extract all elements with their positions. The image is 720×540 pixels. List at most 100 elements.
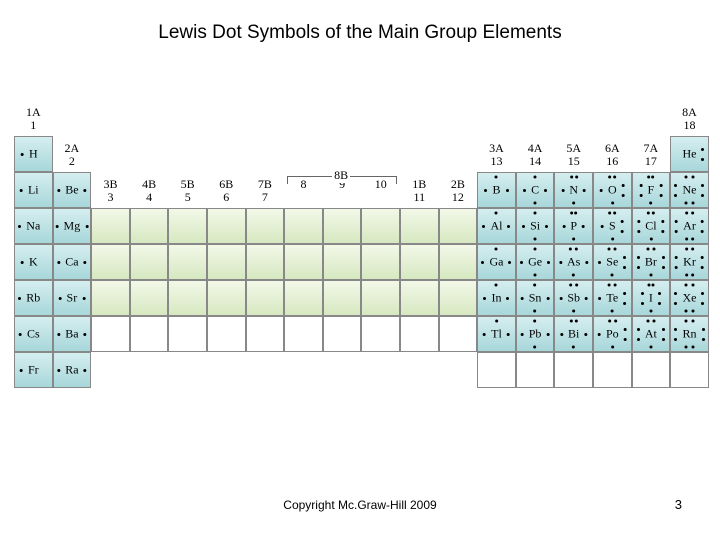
valence-dot xyxy=(659,194,662,197)
element-cell-ne: Ne xyxy=(670,172,709,208)
valence-dot xyxy=(20,369,23,372)
valence-dot xyxy=(662,220,665,223)
valence-dot xyxy=(508,261,511,264)
valence-dot xyxy=(691,248,694,251)
group-label-num: 16 xyxy=(593,155,632,168)
group-header-transition: 1B11 xyxy=(400,178,439,204)
valence-dot xyxy=(572,274,575,277)
group-header: 3A13 xyxy=(477,142,516,168)
valence-dot xyxy=(649,274,652,277)
valence-dot xyxy=(685,202,688,205)
valence-dot xyxy=(675,256,678,259)
valence-dot xyxy=(662,230,665,233)
valence-dot xyxy=(611,346,614,349)
valence-dot xyxy=(608,284,611,287)
element-cell-cl: Cl xyxy=(632,208,671,244)
transition-cell-empty xyxy=(400,208,439,244)
valence-dot xyxy=(507,225,510,228)
transition-cell-empty xyxy=(439,244,478,280)
element-symbol: Si xyxy=(530,219,540,233)
element-symbol: Se xyxy=(606,255,618,269)
page-number: 3 xyxy=(675,497,682,512)
valence-dot xyxy=(598,333,601,336)
valence-dot xyxy=(674,328,677,331)
valence-dot xyxy=(685,176,688,179)
element-symbol: Ga xyxy=(489,255,503,269)
element-cell-f: F xyxy=(632,172,671,208)
group-label-num: 1 xyxy=(14,119,53,132)
valence-dot xyxy=(505,189,508,192)
element-symbol: Tl xyxy=(491,327,502,341)
valence-dot xyxy=(691,346,694,349)
valence-dot xyxy=(662,266,665,269)
valence-dot xyxy=(575,284,578,287)
transition-cell-empty xyxy=(168,316,207,352)
valence-dot xyxy=(574,212,577,215)
valence-dot xyxy=(659,184,662,187)
valence-dot xyxy=(84,333,87,336)
valence-dot xyxy=(622,184,625,187)
valence-dot xyxy=(624,328,627,331)
group-header-transition: 5B5 xyxy=(168,178,207,204)
valence-dot xyxy=(701,158,704,161)
valence-dot xyxy=(18,225,21,228)
valence-dot xyxy=(569,248,572,251)
valence-dot xyxy=(649,202,652,205)
element-symbol: Ne xyxy=(682,183,696,197)
element-symbol: Ar xyxy=(683,219,696,233)
empty-cell xyxy=(593,352,632,388)
valence-dot xyxy=(495,248,498,251)
element-cell-cs: Cs xyxy=(14,316,53,352)
valence-dot xyxy=(572,238,575,241)
element-symbol: Bi xyxy=(568,327,579,341)
valence-dot xyxy=(611,310,614,313)
transition-cell-empty xyxy=(284,244,323,280)
valence-dot xyxy=(534,212,537,215)
valence-dot xyxy=(584,333,587,336)
element-symbol: Na xyxy=(26,219,40,233)
valence-dot xyxy=(621,230,624,233)
element-symbol: Rb xyxy=(26,291,40,305)
element-symbol: Ba xyxy=(65,327,78,341)
element-cell-h: H xyxy=(14,136,53,172)
empty-cell xyxy=(554,352,593,388)
element-symbol: S xyxy=(609,219,616,233)
element-cell-c: C xyxy=(516,172,555,208)
valence-dot xyxy=(582,225,585,228)
element-symbol: F xyxy=(648,183,655,197)
valence-dot xyxy=(701,148,704,151)
element-symbol: H xyxy=(29,147,38,161)
valence-dot xyxy=(560,333,563,336)
copyright-text: Copyright Mc.Graw-Hill 2009 xyxy=(0,498,720,512)
group-header: 4A14 xyxy=(516,142,555,168)
valence-dot xyxy=(559,297,562,300)
element-symbol: N xyxy=(569,183,578,197)
element-symbol: Al xyxy=(490,219,502,233)
valence-dot xyxy=(506,297,509,300)
valence-dot xyxy=(623,292,626,295)
valence-dot xyxy=(598,297,601,300)
element-symbol: Be xyxy=(65,183,78,197)
valence-dot xyxy=(56,225,59,228)
valence-dot xyxy=(575,248,578,251)
valence-dot xyxy=(691,238,694,241)
transition-cell-empty xyxy=(207,316,246,352)
valence-dot xyxy=(701,292,704,295)
element-cell-be: Be xyxy=(53,172,92,208)
transition-cell-empty xyxy=(439,208,478,244)
element-symbol: I xyxy=(649,291,653,305)
group-header-transition: 2B12 xyxy=(439,178,478,204)
valence-dot xyxy=(685,248,688,251)
valence-dot xyxy=(641,302,644,305)
valence-dot xyxy=(483,297,486,300)
valence-dot xyxy=(637,338,640,341)
transition-cell-empty xyxy=(246,316,285,352)
valence-dot xyxy=(637,230,640,233)
valence-dot xyxy=(611,202,614,205)
transition-cell-empty xyxy=(91,316,130,352)
element-cell-ba: Ba xyxy=(53,316,92,352)
element-cell-ra: Ra xyxy=(53,352,92,388)
valence-dot xyxy=(649,346,652,349)
valence-dot xyxy=(647,176,650,179)
valence-dot xyxy=(685,320,688,323)
